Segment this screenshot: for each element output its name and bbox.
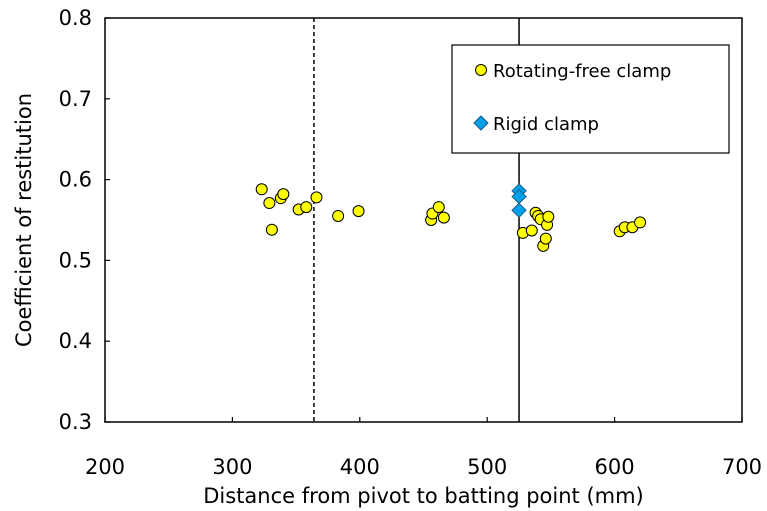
rotating-free-clamp-point <box>437 211 450 224</box>
x-tick-label: 200 <box>85 455 125 479</box>
data-points <box>255 183 647 252</box>
x-tick-label: 600 <box>595 455 635 479</box>
x-tick-label: 400 <box>340 455 380 479</box>
y-tick-label: 0.3 <box>59 410 92 434</box>
legend-entry-label: Rigid clamp <box>493 114 599 135</box>
legend-box <box>451 44 730 154</box>
y-axis-label: Coefficient of restitution <box>12 93 36 347</box>
rotating-free-clamp-point <box>265 223 278 236</box>
y-tick-label: 0.8 <box>59 6 92 30</box>
rotating-free-clamp-point <box>352 205 365 218</box>
rotating-free-clamp-point <box>525 224 538 237</box>
x-tick-label: 700 <box>722 455 762 479</box>
y-tick-label: 0.5 <box>59 248 92 272</box>
x-tick-label: 500 <box>467 455 507 479</box>
legend-marker <box>473 115 489 131</box>
rotating-free-clamp-point <box>542 210 555 223</box>
rigid-clamp-point <box>511 202 527 219</box>
x-tick-label: 300 <box>212 455 252 479</box>
rotating-free-clamp-point <box>300 201 313 214</box>
rotating-free-clamp-point <box>263 197 276 210</box>
rotating-free-clamp-point <box>277 188 290 201</box>
legend-entry-label: Rotating-free clamp <box>493 61 671 82</box>
rotating-free-clamp-point <box>332 209 345 222</box>
rotating-free-clamp-point <box>432 201 445 214</box>
rotating-free-clamp-point <box>634 216 647 229</box>
rotating-free-clamp-point <box>255 183 268 196</box>
legend: Rotating-free clamp Rigid clamp <box>451 44 730 154</box>
plot-area <box>104 17 743 423</box>
legend-marker <box>475 64 487 76</box>
y-tick-label: 0.6 <box>59 168 92 192</box>
x-axis-label: Distance from pivot to batting point (mm… <box>203 484 644 508</box>
rotating-free-clamp-point <box>310 191 323 204</box>
rotating-free-clamp-point <box>539 232 552 245</box>
y-tick-label: 0.4 <box>59 329 92 353</box>
axis-ticks: 200 300 400 500 600 700 0.3 0.4 0.5 0.6 0.7 0.8 <box>59 6 762 479</box>
y-tick-label: 0.7 <box>59 87 92 111</box>
